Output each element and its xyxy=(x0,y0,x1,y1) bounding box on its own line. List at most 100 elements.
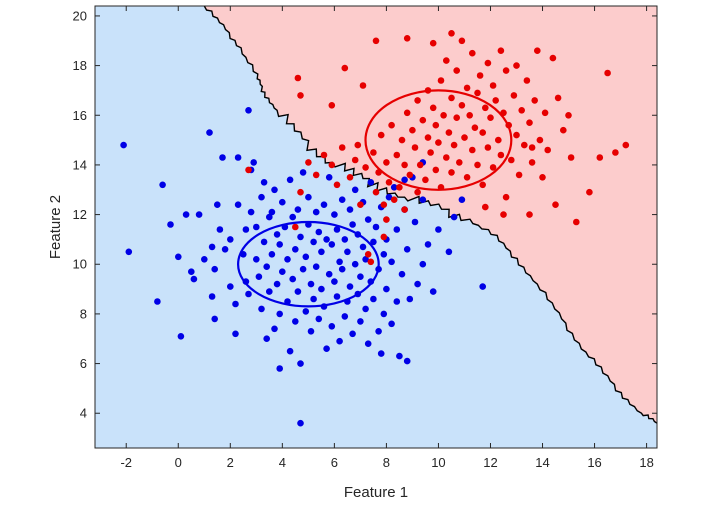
decision-boundary xyxy=(203,6,657,424)
point-red xyxy=(463,84,471,92)
point-red xyxy=(528,159,536,166)
point-blue xyxy=(375,328,382,335)
point-blue xyxy=(357,273,364,281)
point-red xyxy=(429,39,437,47)
point-blue xyxy=(190,275,198,283)
point-blue xyxy=(336,337,343,345)
point-red xyxy=(432,121,440,129)
point-red xyxy=(453,67,461,74)
point-blue xyxy=(268,251,276,258)
point-blue xyxy=(341,236,349,243)
point-red xyxy=(320,151,328,159)
point-blue xyxy=(294,206,302,213)
point-red xyxy=(521,141,528,149)
point-blue xyxy=(336,258,343,266)
point-blue xyxy=(125,248,133,256)
point-red xyxy=(573,218,580,226)
point-blue xyxy=(273,280,281,288)
point-blue xyxy=(435,226,442,233)
point-red xyxy=(622,141,630,149)
point-blue xyxy=(351,260,359,268)
point-red xyxy=(448,30,455,37)
point-red xyxy=(372,188,380,196)
point-blue xyxy=(393,298,401,305)
point-blue xyxy=(346,283,354,290)
plot-frame xyxy=(94,5,658,449)
y-axis: 4 6 8 10 12 14 16 18 20 xyxy=(73,8,657,421)
point-red xyxy=(479,129,487,136)
point-red xyxy=(539,174,546,181)
point-red xyxy=(586,188,593,196)
point-blue xyxy=(406,295,414,303)
point-blue xyxy=(312,208,320,216)
point-red xyxy=(466,112,474,119)
point-blue xyxy=(307,328,315,335)
point-blue xyxy=(380,310,388,318)
point-red xyxy=(456,159,463,166)
x-tick-label: 6 xyxy=(331,455,338,470)
point-red xyxy=(528,144,536,151)
x-tick-label: 12 xyxy=(483,455,497,470)
point-blue xyxy=(279,198,286,206)
y-tick-label: 4 xyxy=(80,406,87,421)
point-blue xyxy=(388,258,395,266)
point-blue xyxy=(266,288,273,295)
point-blue xyxy=(351,186,359,194)
point-blue xyxy=(286,176,294,184)
point-red xyxy=(500,211,507,218)
point-blue xyxy=(258,193,265,201)
point-red xyxy=(383,159,390,166)
point-blue xyxy=(479,283,487,290)
point-red xyxy=(554,94,562,102)
x-tick-label: 10 xyxy=(431,455,445,470)
point-red xyxy=(401,206,408,213)
point-blue xyxy=(258,305,265,313)
point-red xyxy=(435,139,442,146)
point-blue xyxy=(263,263,271,271)
point-red xyxy=(372,37,380,45)
point-blue xyxy=(263,335,271,343)
point-red xyxy=(458,102,466,109)
point-blue xyxy=(201,255,208,263)
point-blue xyxy=(271,325,278,333)
point-red xyxy=(297,92,304,99)
point-blue xyxy=(268,208,276,216)
point-red xyxy=(357,201,364,208)
point-blue xyxy=(414,280,421,288)
point-blue xyxy=(403,246,411,253)
point-red xyxy=(388,121,395,129)
point-red xyxy=(346,174,354,181)
point-red xyxy=(531,97,538,104)
point-blue xyxy=(255,273,263,281)
point-blue xyxy=(214,201,221,208)
point-blue xyxy=(188,268,195,276)
point-blue xyxy=(289,275,297,283)
point-blue xyxy=(307,280,315,288)
point-blue xyxy=(323,236,330,243)
point-red xyxy=(351,156,359,164)
point-red xyxy=(401,161,408,169)
point-blue xyxy=(289,213,297,221)
point-red xyxy=(502,67,510,74)
point-blue xyxy=(396,352,403,360)
point-blue xyxy=(325,270,333,278)
point-blue xyxy=(297,419,304,427)
point-red xyxy=(461,134,468,141)
point-blue xyxy=(419,196,427,203)
point-red xyxy=(396,184,403,191)
point-blue xyxy=(390,184,398,191)
point-blue xyxy=(320,201,328,208)
point-blue xyxy=(206,129,213,136)
point-red xyxy=(549,54,557,62)
point-blue xyxy=(372,223,380,231)
point-blue xyxy=(338,265,346,273)
point-red xyxy=(297,188,304,196)
point-red xyxy=(448,169,455,176)
point-blue xyxy=(325,174,333,181)
point-red xyxy=(383,216,390,223)
point-blue xyxy=(195,211,203,218)
point-blue xyxy=(383,285,390,293)
point-red xyxy=(414,188,421,196)
point-red xyxy=(294,74,302,82)
point-red xyxy=(463,174,471,181)
